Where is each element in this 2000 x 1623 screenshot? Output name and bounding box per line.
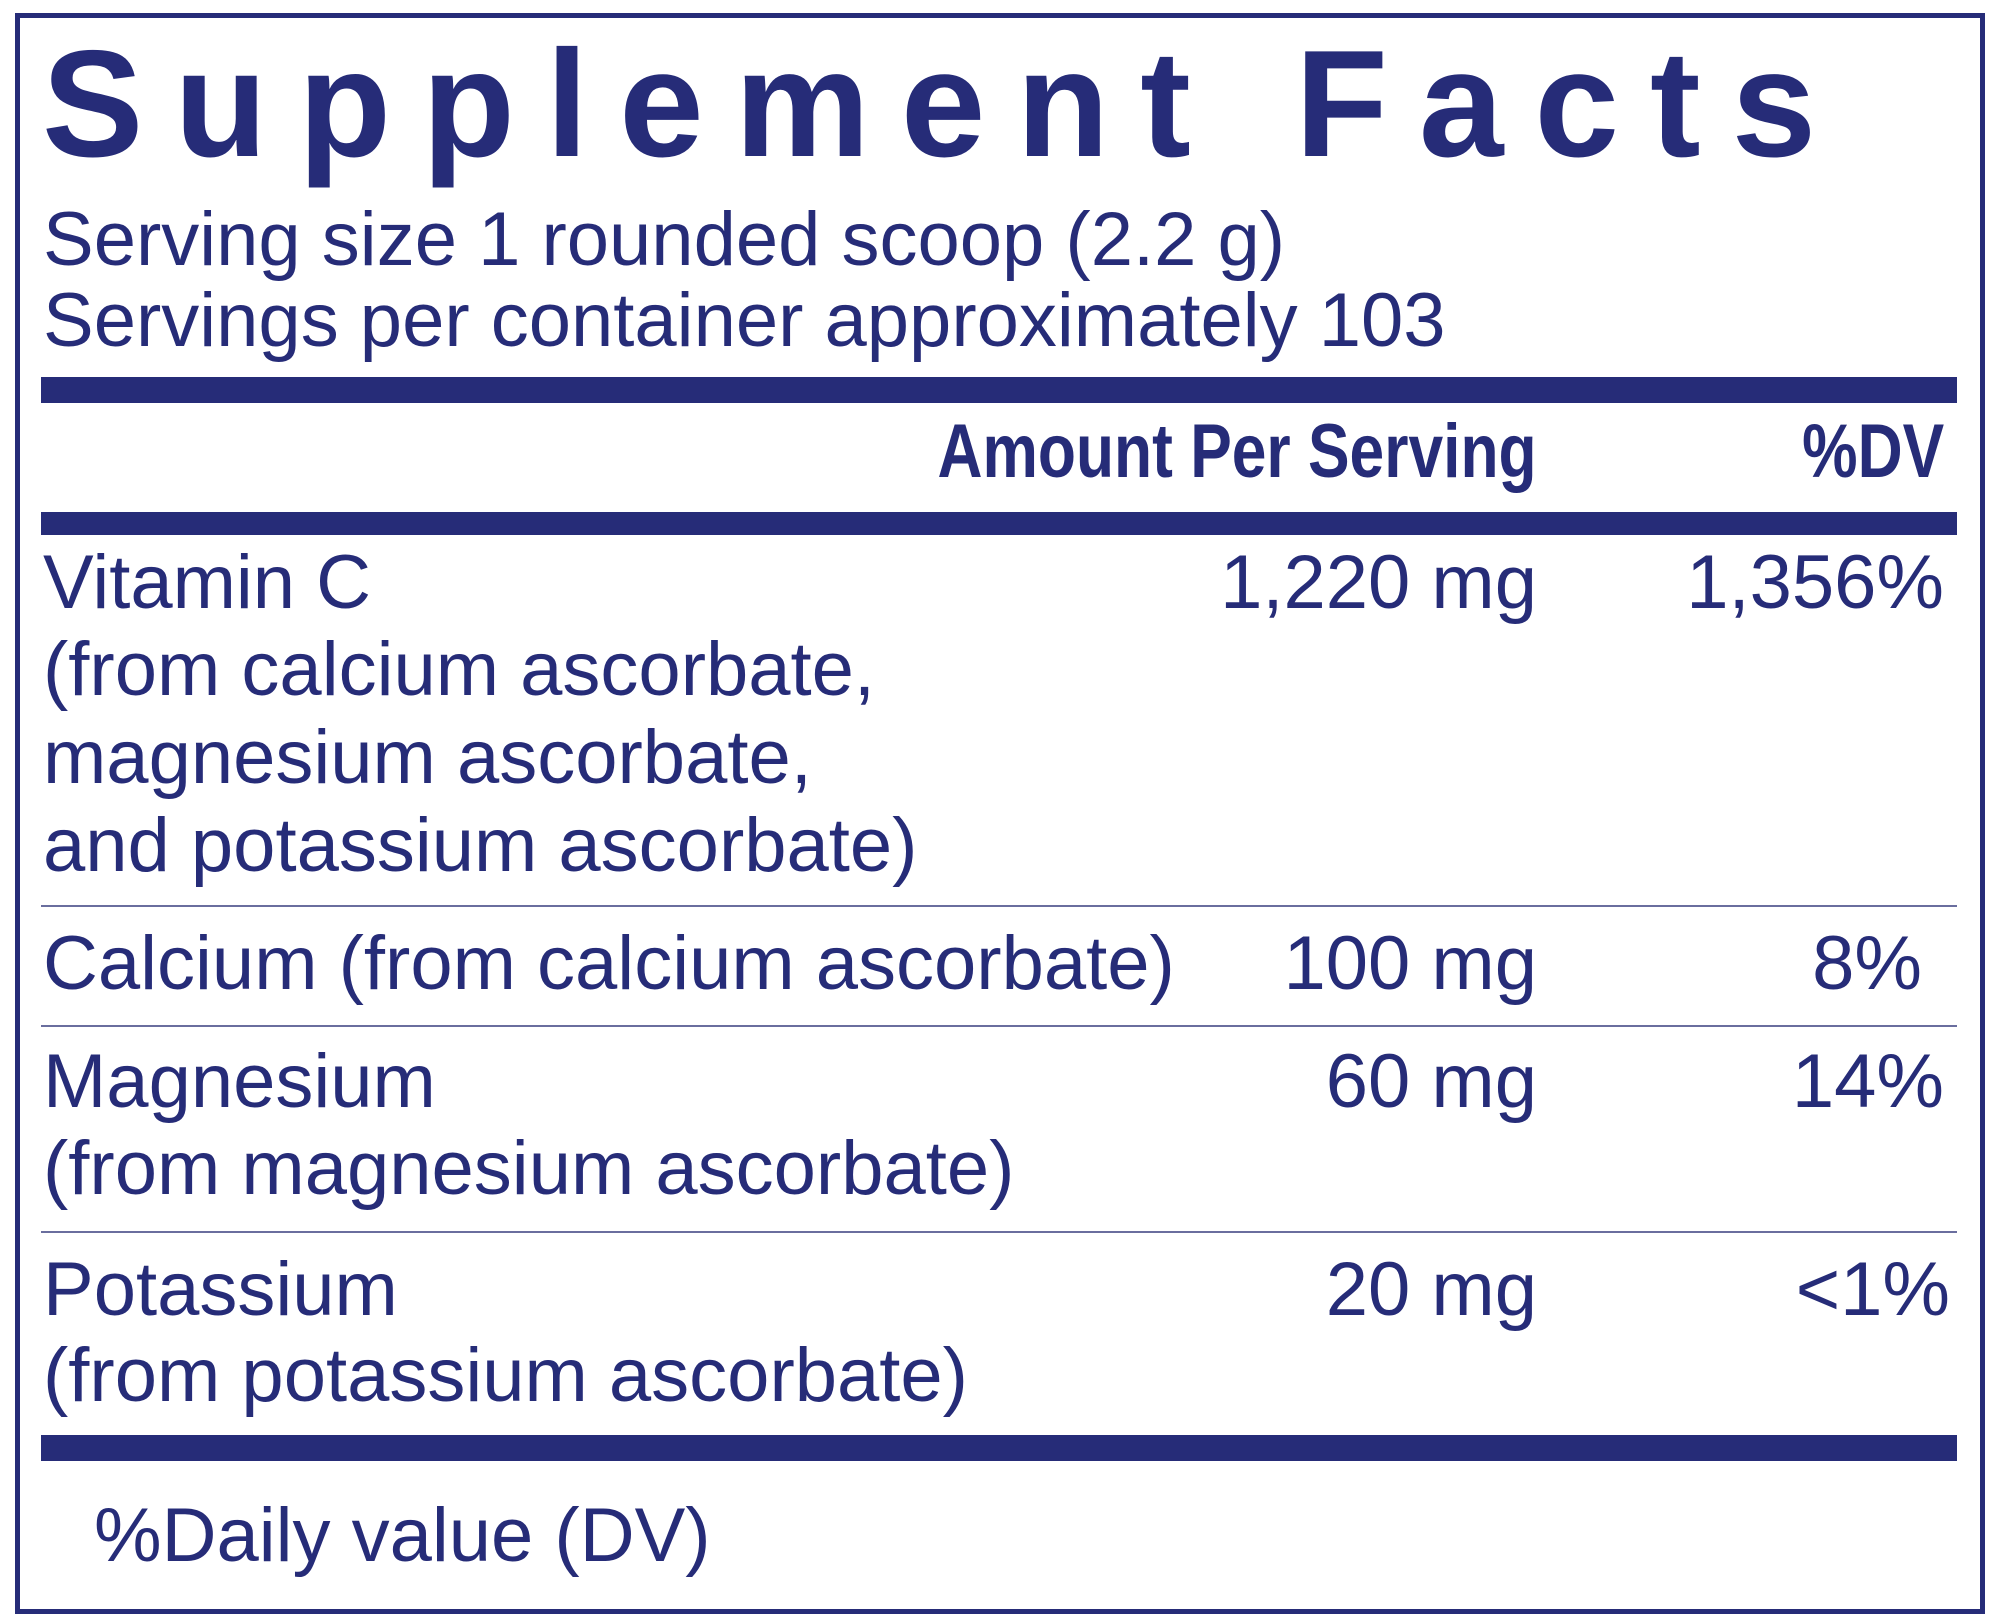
footnote: %Daily value (DV) bbox=[94, 1493, 711, 1578]
nutrient-source: (from calcium ascorbate, bbox=[43, 627, 876, 712]
nutrient-amount: 60 mg bbox=[1325, 1039, 1537, 1124]
label-title: Supplement Facts bbox=[42, 19, 1848, 189]
serving-size: Serving size 1 rounded scoop (2.2 g) bbox=[43, 197, 1286, 282]
row-divider bbox=[41, 905, 1957, 907]
nutrient-source: (from magnesium ascorbate) bbox=[43, 1126, 1015, 1211]
nutrient-dv: 14% bbox=[1791, 1039, 1944, 1124]
nutrient-name: Magnesium bbox=[43, 1039, 436, 1124]
servings-per-container: Servings per container approximately 103 bbox=[43, 278, 1446, 363]
header-amount: Amount Per Serving bbox=[937, 409, 1537, 494]
nutrient-source: magnesium ascorbate, bbox=[43, 715, 812, 800]
thick-divider bbox=[41, 512, 1957, 535]
nutrient-amount: 20 mg bbox=[1325, 1247, 1537, 1332]
row-divider bbox=[41, 1231, 1957, 1233]
thick-divider bbox=[41, 1435, 1957, 1461]
row-divider bbox=[41, 1025, 1957, 1027]
nutrient-dv: <1% bbox=[1795, 1247, 1950, 1332]
nutrient-source: (from potassium ascorbate) bbox=[43, 1333, 968, 1418]
nutrient-name: Calcium (from calcium ascorbate) bbox=[43, 921, 1175, 1006]
thick-divider bbox=[41, 377, 1957, 403]
nutrient-name: Potassium bbox=[43, 1247, 398, 1332]
nutrient-amount: 100 mg bbox=[1283, 921, 1538, 1006]
nutrient-dv: 1,356% bbox=[1686, 540, 1944, 625]
nutrient-source: and potassium ascorbate) bbox=[43, 803, 918, 888]
header-dv: %DV bbox=[1802, 409, 1944, 494]
nutrient-dv: 8% bbox=[1812, 921, 1922, 1006]
nutrient-name: Vitamin C bbox=[43, 540, 372, 625]
label-border bbox=[15, 13, 1985, 1614]
nutrient-amount: 1,220 mg bbox=[1220, 540, 1537, 625]
